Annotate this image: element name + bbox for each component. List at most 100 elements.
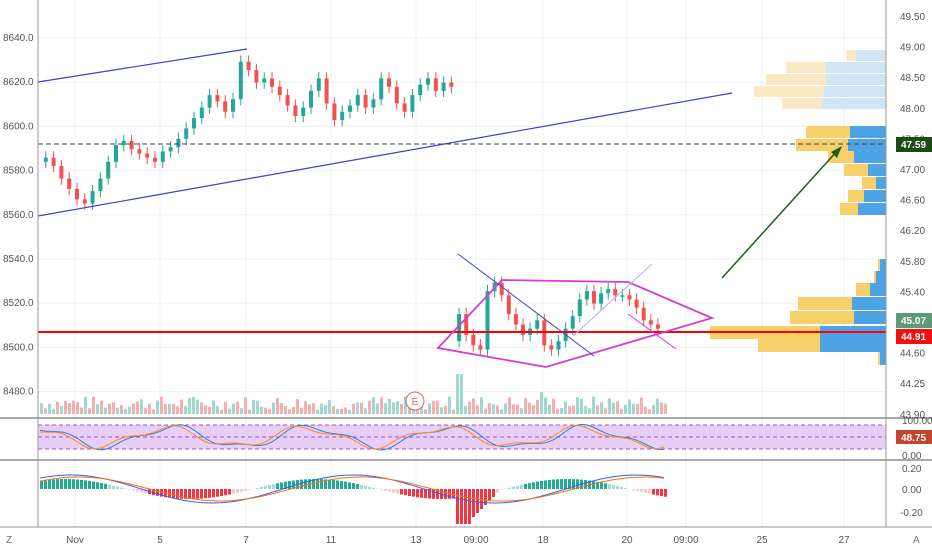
volume-bar	[640, 397, 643, 414]
macd-bar	[248, 489, 251, 490]
macd-bar	[656, 489, 659, 496]
volume-bar	[204, 405, 207, 414]
profile-bar-buy	[826, 74, 886, 85]
macd-bar	[384, 489, 387, 491]
volume-bar	[312, 403, 315, 414]
auto-scale-toggle[interactable]: A	[913, 535, 920, 546]
macd-bar	[652, 489, 655, 495]
candle-body	[471, 334, 476, 346]
candle-body	[348, 105, 352, 112]
macd-bar	[136, 489, 139, 492]
candle-body	[129, 140, 134, 150]
volume-bar	[40, 403, 43, 414]
macd-bar	[608, 484, 611, 489]
volume-bar	[440, 407, 443, 414]
candle-body	[246, 61, 251, 71]
volume-bar	[172, 403, 175, 414]
volume-bar	[156, 400, 159, 414]
candle-body	[402, 103, 407, 112]
macd-line	[39, 474, 665, 504]
volume-bar	[472, 398, 475, 414]
macd-bar	[508, 487, 511, 489]
volume-bar	[184, 406, 187, 414]
candle-body	[433, 78, 438, 91]
badge-level-three-bg	[896, 329, 932, 344]
profile-bar-sell	[840, 203, 858, 215]
volume-bar	[188, 397, 191, 414]
profile-bar-sell	[790, 311, 854, 324]
volume-bar	[588, 408, 591, 414]
macd-bar	[640, 489, 643, 492]
volume-bar	[428, 403, 431, 414]
candle-body	[620, 295, 625, 297]
volume-bar	[460, 374, 463, 414]
macd-bar	[564, 479, 567, 489]
volume-bar	[244, 397, 247, 414]
candle-body	[231, 99, 235, 112]
earnings-marker[interactable]: E	[405, 391, 425, 411]
macd-bar	[532, 482, 535, 489]
target-arrow[interactable]	[721, 146, 842, 279]
macd-bar	[400, 489, 403, 495]
stoch-line	[39, 424, 665, 450]
volume-bar	[604, 408, 607, 414]
candle-body	[613, 289, 618, 296]
volume-bar	[212, 400, 215, 414]
candle-body	[457, 314, 462, 342]
profile-bar-sell	[798, 297, 852, 310]
candle-body	[535, 320, 540, 329]
candle-body	[199, 107, 204, 119]
volume-bar	[404, 396, 407, 414]
volume-bar	[216, 406, 219, 414]
macd-bar	[412, 489, 415, 497]
macd-bar	[268, 484, 271, 489]
macd-tick-mid: 0.00	[902, 485, 922, 496]
macd-bar	[44, 480, 47, 489]
macd-bar	[120, 487, 123, 489]
volume-bar	[268, 408, 271, 414]
macd-bar	[284, 481, 287, 489]
macd-bar	[472, 489, 475, 517]
candle-body	[121, 140, 126, 146]
channel-upper-line[interactable]	[37, 48, 248, 83]
x-tick-label: 09:00	[463, 535, 488, 546]
diamond-pattern[interactable]	[436, 279, 715, 368]
logscale-toggle[interactable]: Z	[6, 535, 12, 546]
candle-body	[285, 95, 290, 106]
volume-bar	[612, 402, 615, 414]
candle-body	[634, 299, 639, 308]
left-price-axis[interactable]: 8640.0 8620.0 8600.0 8580.0 8560.0 8540.0 8520…	[3, 33, 34, 398]
x-tick-label: 18	[537, 535, 549, 546]
macd-bar	[172, 489, 175, 499]
trend-line-minor[interactable]	[627, 313, 677, 350]
macd-bar	[104, 483, 107, 489]
trend-line-down[interactable]	[457, 253, 595, 357]
volume-bar	[248, 409, 251, 414]
candle-body	[43, 157, 48, 162]
volume-bar	[84, 396, 87, 414]
volume-bar	[292, 406, 295, 414]
volume-bar	[232, 403, 235, 414]
candle-body	[606, 289, 611, 294]
volume-bar	[376, 403, 379, 414]
stoch-lines	[39, 423, 665, 451]
macd-bar	[244, 489, 247, 491]
macd-bar	[112, 485, 115, 489]
volume-bar	[536, 399, 539, 414]
time-axis[interactable]: Nov 5 7 11 13 09:00 18 20 09:00 25 27	[66, 535, 850, 546]
candle-body	[176, 138, 181, 148]
macd-bar	[492, 489, 495, 497]
candle-body	[340, 111, 345, 121]
macd-bar	[300, 479, 303, 489]
macd-bar	[584, 480, 587, 489]
channel-lower-line[interactable]	[37, 92, 733, 217]
volume-bar	[88, 408, 91, 414]
trend-line-up[interactable]	[572, 263, 653, 337]
macd-tick-top: 0.20	[902, 464, 922, 475]
volume-bar	[168, 403, 171, 414]
badge-stoch-bg	[896, 430, 932, 444]
volume-bar	[144, 408, 147, 414]
volume-bar	[656, 398, 659, 414]
volume-bar	[600, 402, 603, 414]
